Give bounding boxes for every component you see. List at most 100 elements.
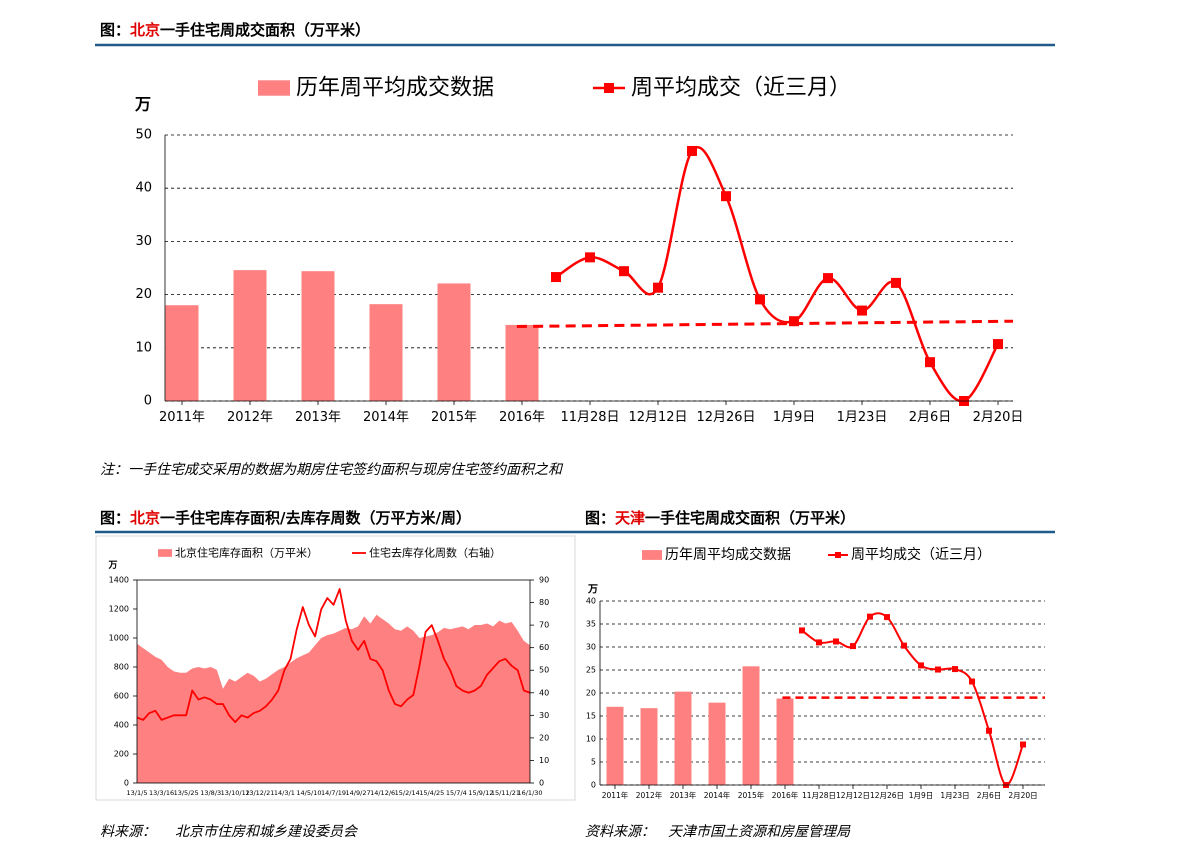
x-tick-label: 13/3/16 (149, 789, 174, 797)
x-tick-label: 15/4/25 (419, 789, 444, 797)
header-city: 北京 (130, 21, 161, 39)
x-tick-label: 2011年 (158, 410, 206, 425)
legend-label: 历年周平均成交数据 (665, 546, 791, 563)
bar (708, 702, 726, 785)
x-tick-label: 2014年 (703, 791, 731, 800)
chart-frame (95, 535, 576, 801)
y2-tick-label: 20 (539, 733, 549, 742)
y-unit: 万 (107, 560, 117, 571)
line-marker (585, 252, 595, 263)
x-tick-label: 13/5/25 (174, 789, 199, 797)
line-marker (993, 339, 1003, 350)
y-tick-label: 10 (135, 340, 152, 355)
legend-marker (835, 552, 841, 558)
x-tick-label: 1月23日 (836, 410, 888, 425)
x-tick-label: 1月9日 (772, 410, 816, 425)
line-marker (986, 727, 992, 734)
bar (165, 305, 199, 401)
y-tick-label: 5 (591, 758, 596, 767)
legend-marker (604, 83, 614, 93)
x-tick-label: 2012年 (226, 410, 274, 425)
y-tick-label: 25 (586, 666, 596, 675)
x-tick-label: 11月28日 (801, 791, 837, 800)
x-tick-label: 15/9/12 (468, 789, 493, 797)
y-tick-label: 0 (124, 779, 129, 788)
y-unit: 万 (587, 584, 598, 596)
y-tick-label: 15 (586, 712, 596, 721)
bar (742, 666, 760, 785)
header-city: 北京 (130, 509, 161, 527)
line-marker (891, 277, 901, 288)
header-text: 一手住宅周成交面积（万平米） (160, 21, 371, 39)
x-tick-label: 14/3/1 (274, 789, 295, 797)
y-tick-label: 50 (135, 128, 152, 143)
bar (437, 283, 471, 401)
y-tick-label: 0 (591, 781, 596, 790)
x-tick-label: 2012年 (635, 791, 663, 800)
x-tick-label: 1月9日 (908, 791, 934, 800)
legend-label: 历年周平均成交数据 (296, 76, 494, 101)
line-marker (799, 627, 805, 634)
y-tick-label: 800 (114, 663, 129, 672)
plot-frame (136, 579, 531, 784)
x-tick-label: 2011年 (601, 791, 629, 800)
x-tick-label: 12月26日 (869, 791, 905, 800)
x-tick-label: 2014年 (362, 410, 410, 425)
y-tick-label: 30 (135, 234, 152, 249)
legend-label: 周平均成交（近三月） (851, 546, 991, 563)
line-marker (1020, 741, 1026, 748)
x-tick-label: 2016年 (498, 410, 546, 425)
footnote: 注：一手住宅成交采用的数据为期房住宅签约面积与现房住宅签约面积之和 (100, 462, 562, 478)
header-text: 一手住宅库存面积/去库存周数（万平方米/周） (160, 509, 471, 527)
x-tick-label: 2月20日 (972, 410, 1024, 425)
bar (505, 324, 539, 401)
x-tick-label: 16/1/30 (517, 789, 542, 797)
x-tick-label: 15/2/14 (395, 789, 420, 797)
line-marker (755, 294, 765, 305)
figure-header: 图：北京一手住宅库存面积/去库存周数（万平方米/周） (100, 507, 471, 528)
y2-tick-label: 90 (539, 576, 549, 585)
source-text: 北京市住房和城乡建设委员会 (175, 824, 357, 840)
legend-swatch (258, 80, 290, 96)
line-marker (653, 282, 663, 293)
y-tick-label: 20 (586, 689, 596, 698)
y-tick-label: 400 (114, 721, 129, 730)
source-label: 料来源： (100, 824, 156, 840)
y2-tick-label: 60 (539, 643, 549, 652)
area-series (137, 614, 530, 783)
line-marker (721, 191, 731, 202)
line-marker (918, 662, 924, 669)
line-marker (833, 638, 839, 645)
figure-header: 图：天津一手住宅周成交面积（万平米） (585, 507, 855, 528)
line-marker (935, 666, 941, 673)
x-tick-label: 14/5/10 (296, 789, 321, 797)
line-marker (857, 305, 867, 316)
x-tick-label: 2013年 (294, 410, 342, 425)
header-text: 一手住宅周成交面积（万平米） (645, 509, 856, 527)
legend-swatch (642, 550, 662, 560)
y2-tick-label: 80 (539, 598, 549, 607)
line-marker (969, 678, 975, 685)
header-prefix: 图： (100, 21, 131, 39)
y-tick-label: 0 (144, 394, 152, 409)
line-marker (867, 613, 873, 620)
y-tick-label: 10 (586, 735, 596, 744)
legend-label: 住宅去库存化周数（右轴） (369, 546, 501, 560)
x-tick-label: 2月6日 (908, 410, 952, 425)
x-tick-label: 14/9/27 (346, 789, 371, 797)
bar (674, 691, 692, 785)
x-tick-label: 12月12日 (835, 791, 871, 800)
y-tick-label: 40 (586, 597, 596, 606)
line-series (136, 588, 531, 723)
line-marker (823, 273, 833, 284)
source-label: 资料来源： (585, 824, 655, 840)
line-marker (619, 266, 629, 277)
source-text: 天津市国土资源和房屋管理局 (668, 824, 850, 840)
y-tick-label: 600 (114, 692, 129, 701)
y-tick-label: 200 (114, 750, 129, 759)
y-tick-label: 20 (135, 287, 152, 302)
line-marker (551, 272, 561, 283)
line-marker (789, 316, 799, 327)
